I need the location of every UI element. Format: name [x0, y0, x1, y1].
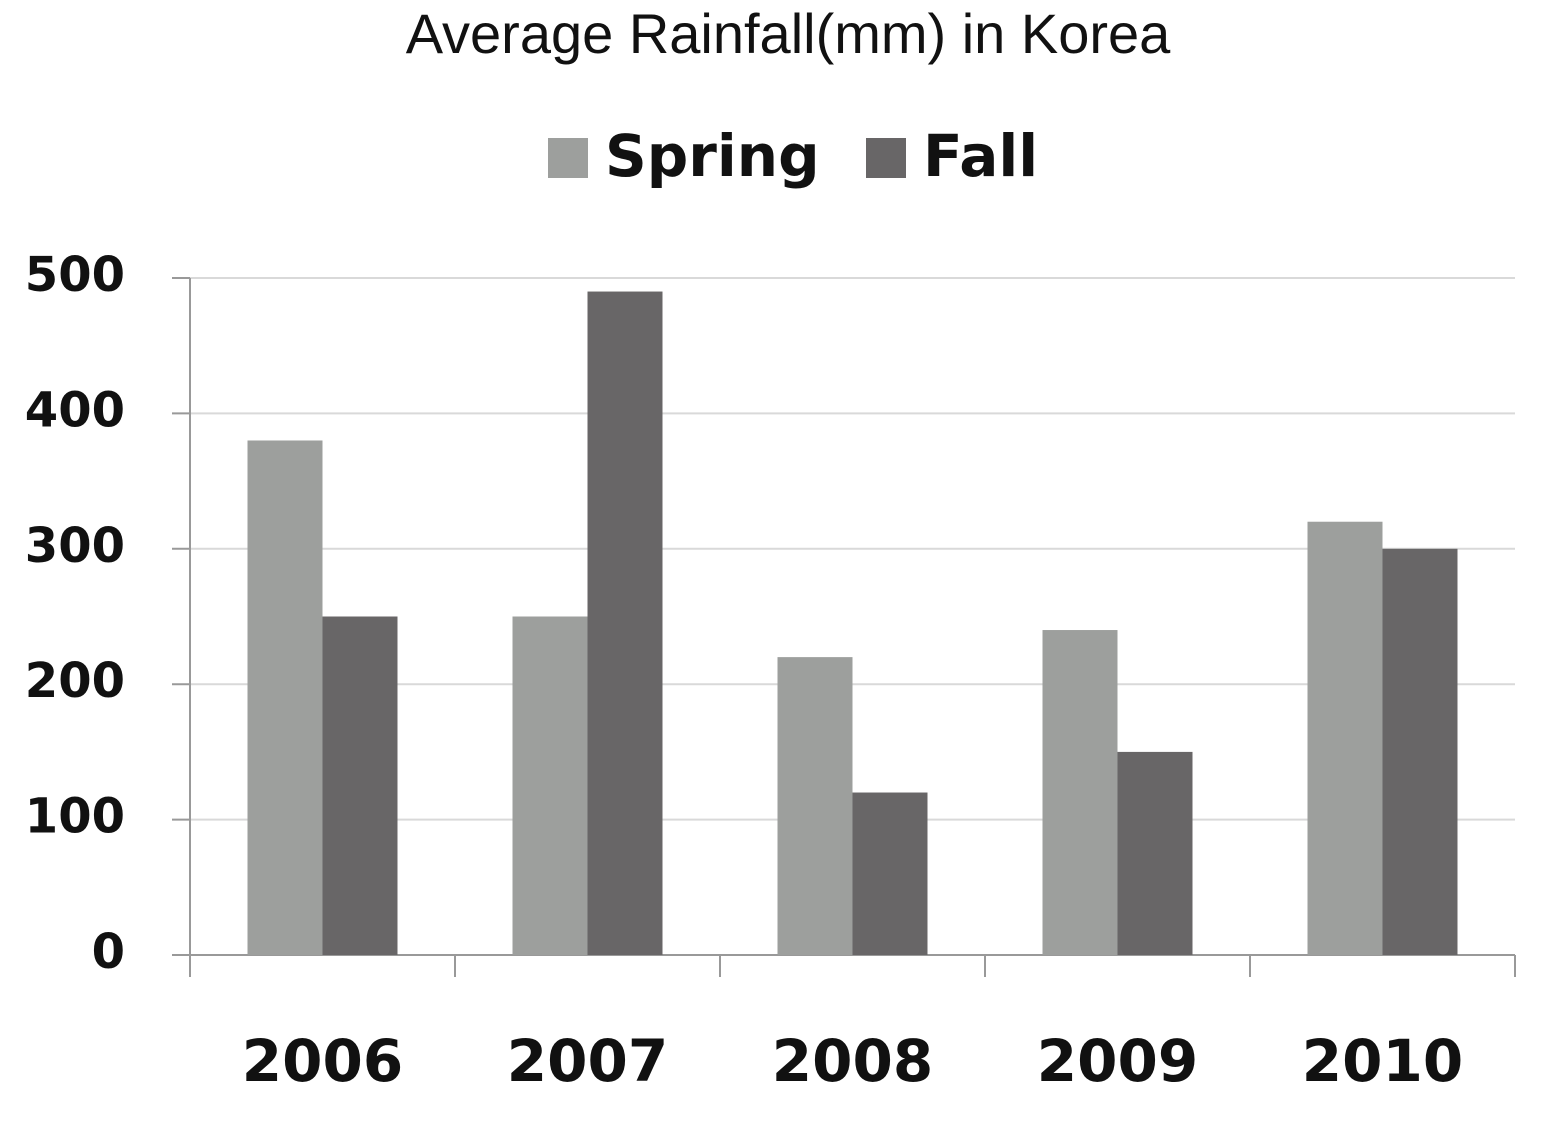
y-tick-label: 400 [25, 382, 125, 438]
bar [247, 440, 323, 956]
bar [777, 657, 853, 955]
bar [587, 291, 663, 955]
bar [512, 616, 588, 955]
bar [1117, 751, 1193, 955]
y-tick-label: 100 [25, 789, 125, 845]
legend-label: Fall [923, 122, 1038, 190]
bar [1307, 521, 1383, 955]
y-tick-label: 300 [25, 518, 125, 574]
bar [1382, 548, 1458, 955]
legend-swatch [866, 138, 906, 178]
bar [852, 792, 928, 955]
bar [322, 616, 398, 955]
bar [1042, 630, 1118, 955]
x-tick-label: 2008 [772, 1027, 933, 1095]
y-tick-label: 0 [92, 924, 125, 980]
x-tick-label: 2006 [242, 1027, 403, 1095]
chart-title: Average Rainfall(mm) in Korea [406, 2, 1171, 65]
x-tick-label: 2009 [1037, 1027, 1198, 1095]
y-tick-label: 500 [25, 247, 125, 303]
x-tick-label: 2007 [507, 1027, 668, 1095]
x-tick-label: 2010 [1302, 1027, 1463, 1095]
legend-swatch [548, 138, 588, 178]
legend-label: Spring [605, 122, 820, 190]
y-tick-label: 200 [25, 653, 125, 709]
